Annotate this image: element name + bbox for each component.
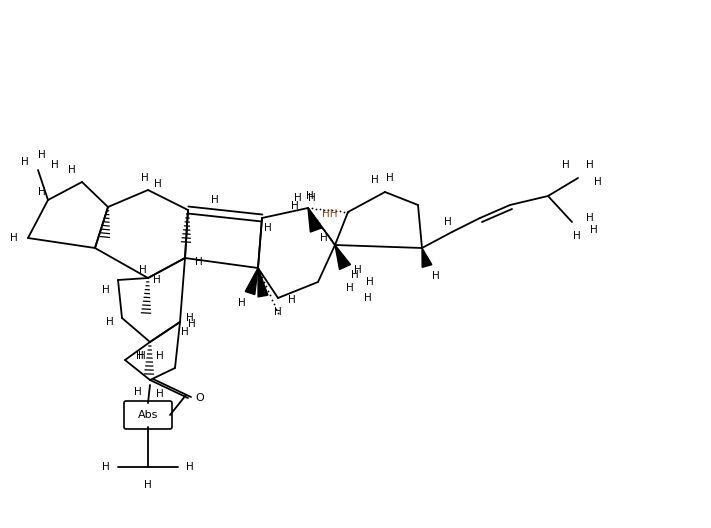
Text: H: H <box>156 351 164 361</box>
Text: H: H <box>288 295 296 305</box>
Polygon shape <box>245 268 258 295</box>
Text: H: H <box>432 271 440 281</box>
Text: H: H <box>68 165 76 175</box>
Text: H: H <box>134 387 142 397</box>
Text: H: H <box>320 233 328 243</box>
Text: H: H <box>153 275 161 285</box>
Text: H: H <box>188 319 196 329</box>
Text: H: H <box>306 191 314 201</box>
Text: H: H <box>138 351 146 361</box>
Text: H: H <box>586 160 594 170</box>
Text: H: H <box>351 270 359 280</box>
Text: H: H <box>102 285 110 295</box>
Text: H: H <box>238 298 246 308</box>
Text: H: H <box>444 217 452 227</box>
Text: H: H <box>156 389 164 399</box>
Text: H: H <box>354 265 362 275</box>
Text: H: H <box>573 231 581 241</box>
Text: H: H <box>211 195 219 205</box>
Text: H: H <box>139 265 147 275</box>
Text: H: H <box>590 225 598 235</box>
FancyBboxPatch shape <box>124 401 172 429</box>
Polygon shape <box>258 268 268 297</box>
Text: H: H <box>154 179 162 189</box>
Text: H: H <box>371 175 379 185</box>
Text: H: H <box>102 462 110 472</box>
Text: H: H <box>186 313 194 323</box>
Text: Abs: Abs <box>138 410 158 420</box>
Text: H: H <box>294 193 302 203</box>
Text: H: H <box>366 277 374 287</box>
Text: H: H <box>364 293 372 303</box>
Text: H: H <box>106 317 114 327</box>
Text: H: H <box>141 173 149 183</box>
Text: H: H <box>38 150 46 160</box>
Text: H: H <box>594 177 602 187</box>
Text: O: O <box>196 393 204 403</box>
Text: H: H <box>144 480 152 490</box>
Text: H: H <box>10 233 18 243</box>
Text: H: H <box>195 257 203 267</box>
Text: H: H <box>308 193 316 203</box>
Text: HH: HH <box>322 209 338 219</box>
Text: H: H <box>291 201 299 211</box>
Polygon shape <box>335 245 351 269</box>
Text: H: H <box>562 160 570 170</box>
Text: H: H <box>346 283 354 293</box>
Polygon shape <box>422 248 432 267</box>
Text: H: H <box>586 213 594 223</box>
Text: H: H <box>186 462 194 472</box>
Text: H: H <box>136 351 144 361</box>
Text: H: H <box>51 160 59 170</box>
Text: H: H <box>21 157 29 167</box>
Text: H: H <box>274 307 282 317</box>
Text: H: H <box>181 327 189 337</box>
Text: H: H <box>386 173 394 183</box>
Text: H: H <box>264 223 272 233</box>
Text: H: H <box>38 187 46 197</box>
Polygon shape <box>308 208 321 232</box>
